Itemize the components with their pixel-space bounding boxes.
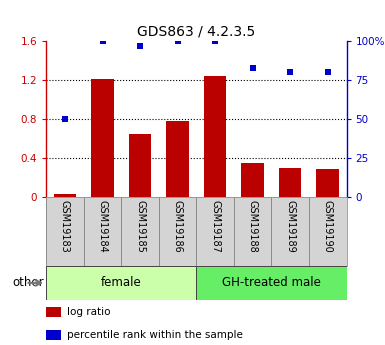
Point (99, 39, 105, 44)
Text: percentile rank within the sample: percentile rank within the sample (67, 330, 243, 340)
Text: GSM19185: GSM19185 (135, 200, 145, 253)
Text: log ratio: log ratio (67, 307, 111, 317)
Point (325, 70, 331, 75)
Bar (309, 197, 346, 266)
Bar (196, 266, 346, 300)
Text: GSM19189: GSM19189 (285, 200, 295, 253)
Text: GSM19187: GSM19187 (210, 200, 220, 253)
Bar (91, 79, 114, 197)
Point (287, 70, 293, 75)
Bar (196, 197, 234, 266)
Bar (234, 197, 271, 266)
Bar (121, 197, 159, 266)
Point (174, 39, 181, 44)
Bar (316, 169, 339, 197)
Bar (159, 197, 196, 266)
Point (62, 116, 68, 122)
Bar (46, 197, 84, 266)
Bar (241, 163, 264, 197)
Text: GSM19184: GSM19184 (97, 200, 107, 253)
Text: GSM19188: GSM19188 (248, 200, 258, 253)
Bar (129, 134, 151, 197)
Point (249, 65, 256, 71)
Bar (279, 168, 301, 197)
Text: other: other (13, 276, 44, 289)
Bar (271, 197, 309, 266)
Bar (46, 330, 61, 339)
Bar (46, 307, 61, 317)
Bar (46, 266, 196, 300)
Bar (204, 76, 226, 197)
Text: GSM19190: GSM19190 (323, 200, 333, 253)
Bar (54, 194, 76, 197)
Text: GH-treated male: GH-treated male (222, 276, 321, 289)
Point (212, 39, 218, 44)
Text: female: female (101, 276, 142, 289)
Text: GSM19186: GSM19186 (172, 200, 182, 253)
Point (137, 43, 143, 49)
Bar (166, 121, 189, 197)
Bar (84, 197, 121, 266)
Title: GDS863 / 4.2.3.5: GDS863 / 4.2.3.5 (137, 25, 256, 39)
Text: GSM19183: GSM19183 (60, 200, 70, 253)
